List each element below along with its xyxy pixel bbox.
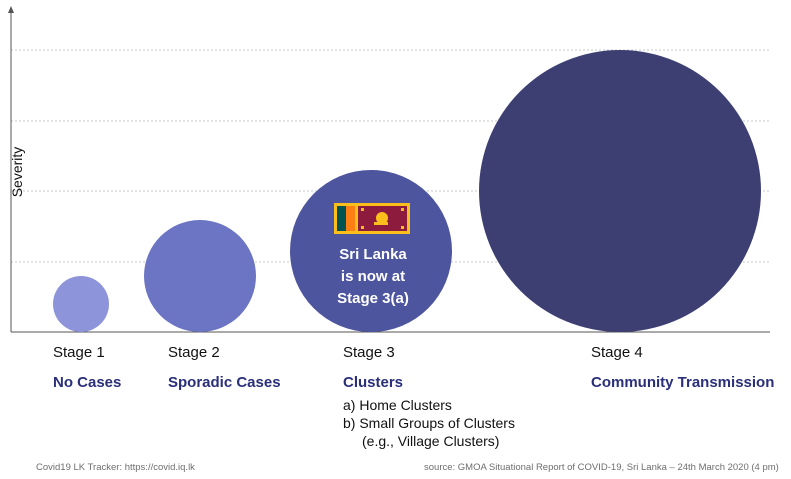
callout-line-1: Sri Lanka: [339, 246, 407, 263]
sri-lanka-flag-icon: [334, 203, 410, 234]
bubble-stage-2: [144, 220, 256, 332]
bubble-stage-3: [290, 170, 452, 332]
stage-3-label: Stage 3: [343, 344, 395, 361]
y-axis-arrow-icon: [8, 6, 14, 13]
stage-3-name: Clusters: [343, 374, 404, 391]
callout-line-3: Stage 3(a): [337, 290, 409, 307]
stage-3-detail-b: b) Small Groups of Clusters: [343, 415, 515, 431]
bubble-stage-4: [479, 50, 761, 332]
stage-2-name: Sporadic Cases: [168, 374, 281, 391]
bubble-stage-1: [53, 276, 109, 332]
bubbles: [53, 50, 761, 332]
stage-3-detail-a: a) Home Clusters: [343, 397, 452, 413]
callout-line-2: is now at: [340, 268, 406, 285]
sri-lanka-callout: Sri Lanka is now at Stage 3(a): [321, 244, 425, 310]
stage-3-detail-example: (e.g., Village Clusters): [362, 433, 500, 449]
stage-4-label: Stage 4: [591, 344, 643, 361]
stage-2-label: Stage 2: [168, 344, 220, 361]
footer-tracker-link[interactable]: Covid19 LK Tracker: https://covid.iq.lk: [36, 462, 195, 473]
stage-1-label: Stage 1: [53, 344, 105, 361]
stage-1-name: No Cases: [53, 374, 122, 391]
y-axis-label: Severity: [9, 146, 25, 198]
footer-source: source: GMOA Situational Report of COVID…: [424, 462, 779, 473]
stage-4-name: Community Transmission: [591, 374, 775, 391]
